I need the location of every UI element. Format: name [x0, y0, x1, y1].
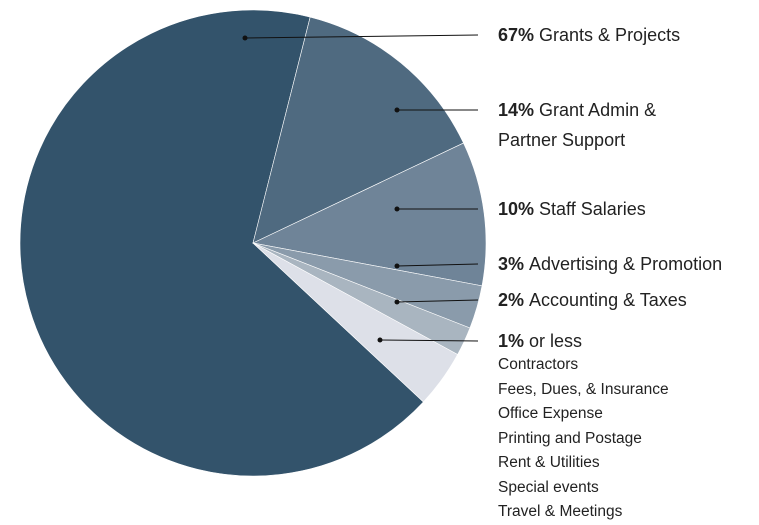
slice-label: 1% or less: [498, 326, 582, 356]
other-item: Travel & Meetings: [498, 503, 623, 520]
leader-dot: [242, 35, 248, 41]
slice-name: Accounting & Taxes: [529, 290, 687, 310]
other-item: Contractors: [498, 356, 579, 373]
other-item: Fees, Dues, & Insurance: [498, 380, 669, 398]
leader-line: [379, 339, 479, 342]
leader-dot: [394, 263, 400, 269]
other-item: Office Expense: [498, 405, 603, 422]
slice-name: Advertising & Promotion: [529, 254, 723, 274]
slice-label: 67% Grants & Projects: [498, 20, 680, 50]
slice-percent: 14%: [498, 100, 535, 120]
pie-slice: [19, 9, 424, 477]
other-item: Special events: [498, 478, 599, 496]
slice-percent: 10%: [498, 199, 535, 219]
pie-slice: [252, 242, 458, 403]
slice-name: Grant Admin & Partner Support: [498, 100, 657, 150]
pie-slice: [252, 16, 464, 244]
other-item: Printing and Postage: [498, 429, 642, 447]
slice-name: Grants & Projects: [539, 25, 681, 45]
slice-label: 14% Grant Admin & Partner Support: [498, 95, 698, 155]
other-percent: 1%: [498, 331, 525, 351]
leader-dot: [394, 299, 400, 305]
other-item: Rent & Utilities: [498, 454, 600, 471]
slice-label: 2% Accounting & Taxes: [498, 285, 687, 315]
other-text: or less: [529, 331, 583, 351]
slice-percent: 2%: [498, 290, 525, 310]
leader-dot: [377, 337, 383, 343]
slice-label: 10% Staff Salaries: [498, 194, 646, 224]
slice-label: 3% Advertising & Promotion: [498, 249, 722, 279]
leader-line: [244, 34, 479, 39]
leader-line: [396, 299, 479, 303]
pie-slice: [252, 142, 487, 287]
slice-percent: 67%: [498, 25, 535, 45]
slice-percent: 3%: [498, 254, 525, 274]
leader-dot: [394, 107, 400, 113]
slice-name: Staff Salaries: [539, 199, 646, 219]
leader-line: [396, 263, 479, 267]
leader-dot: [394, 206, 400, 212]
